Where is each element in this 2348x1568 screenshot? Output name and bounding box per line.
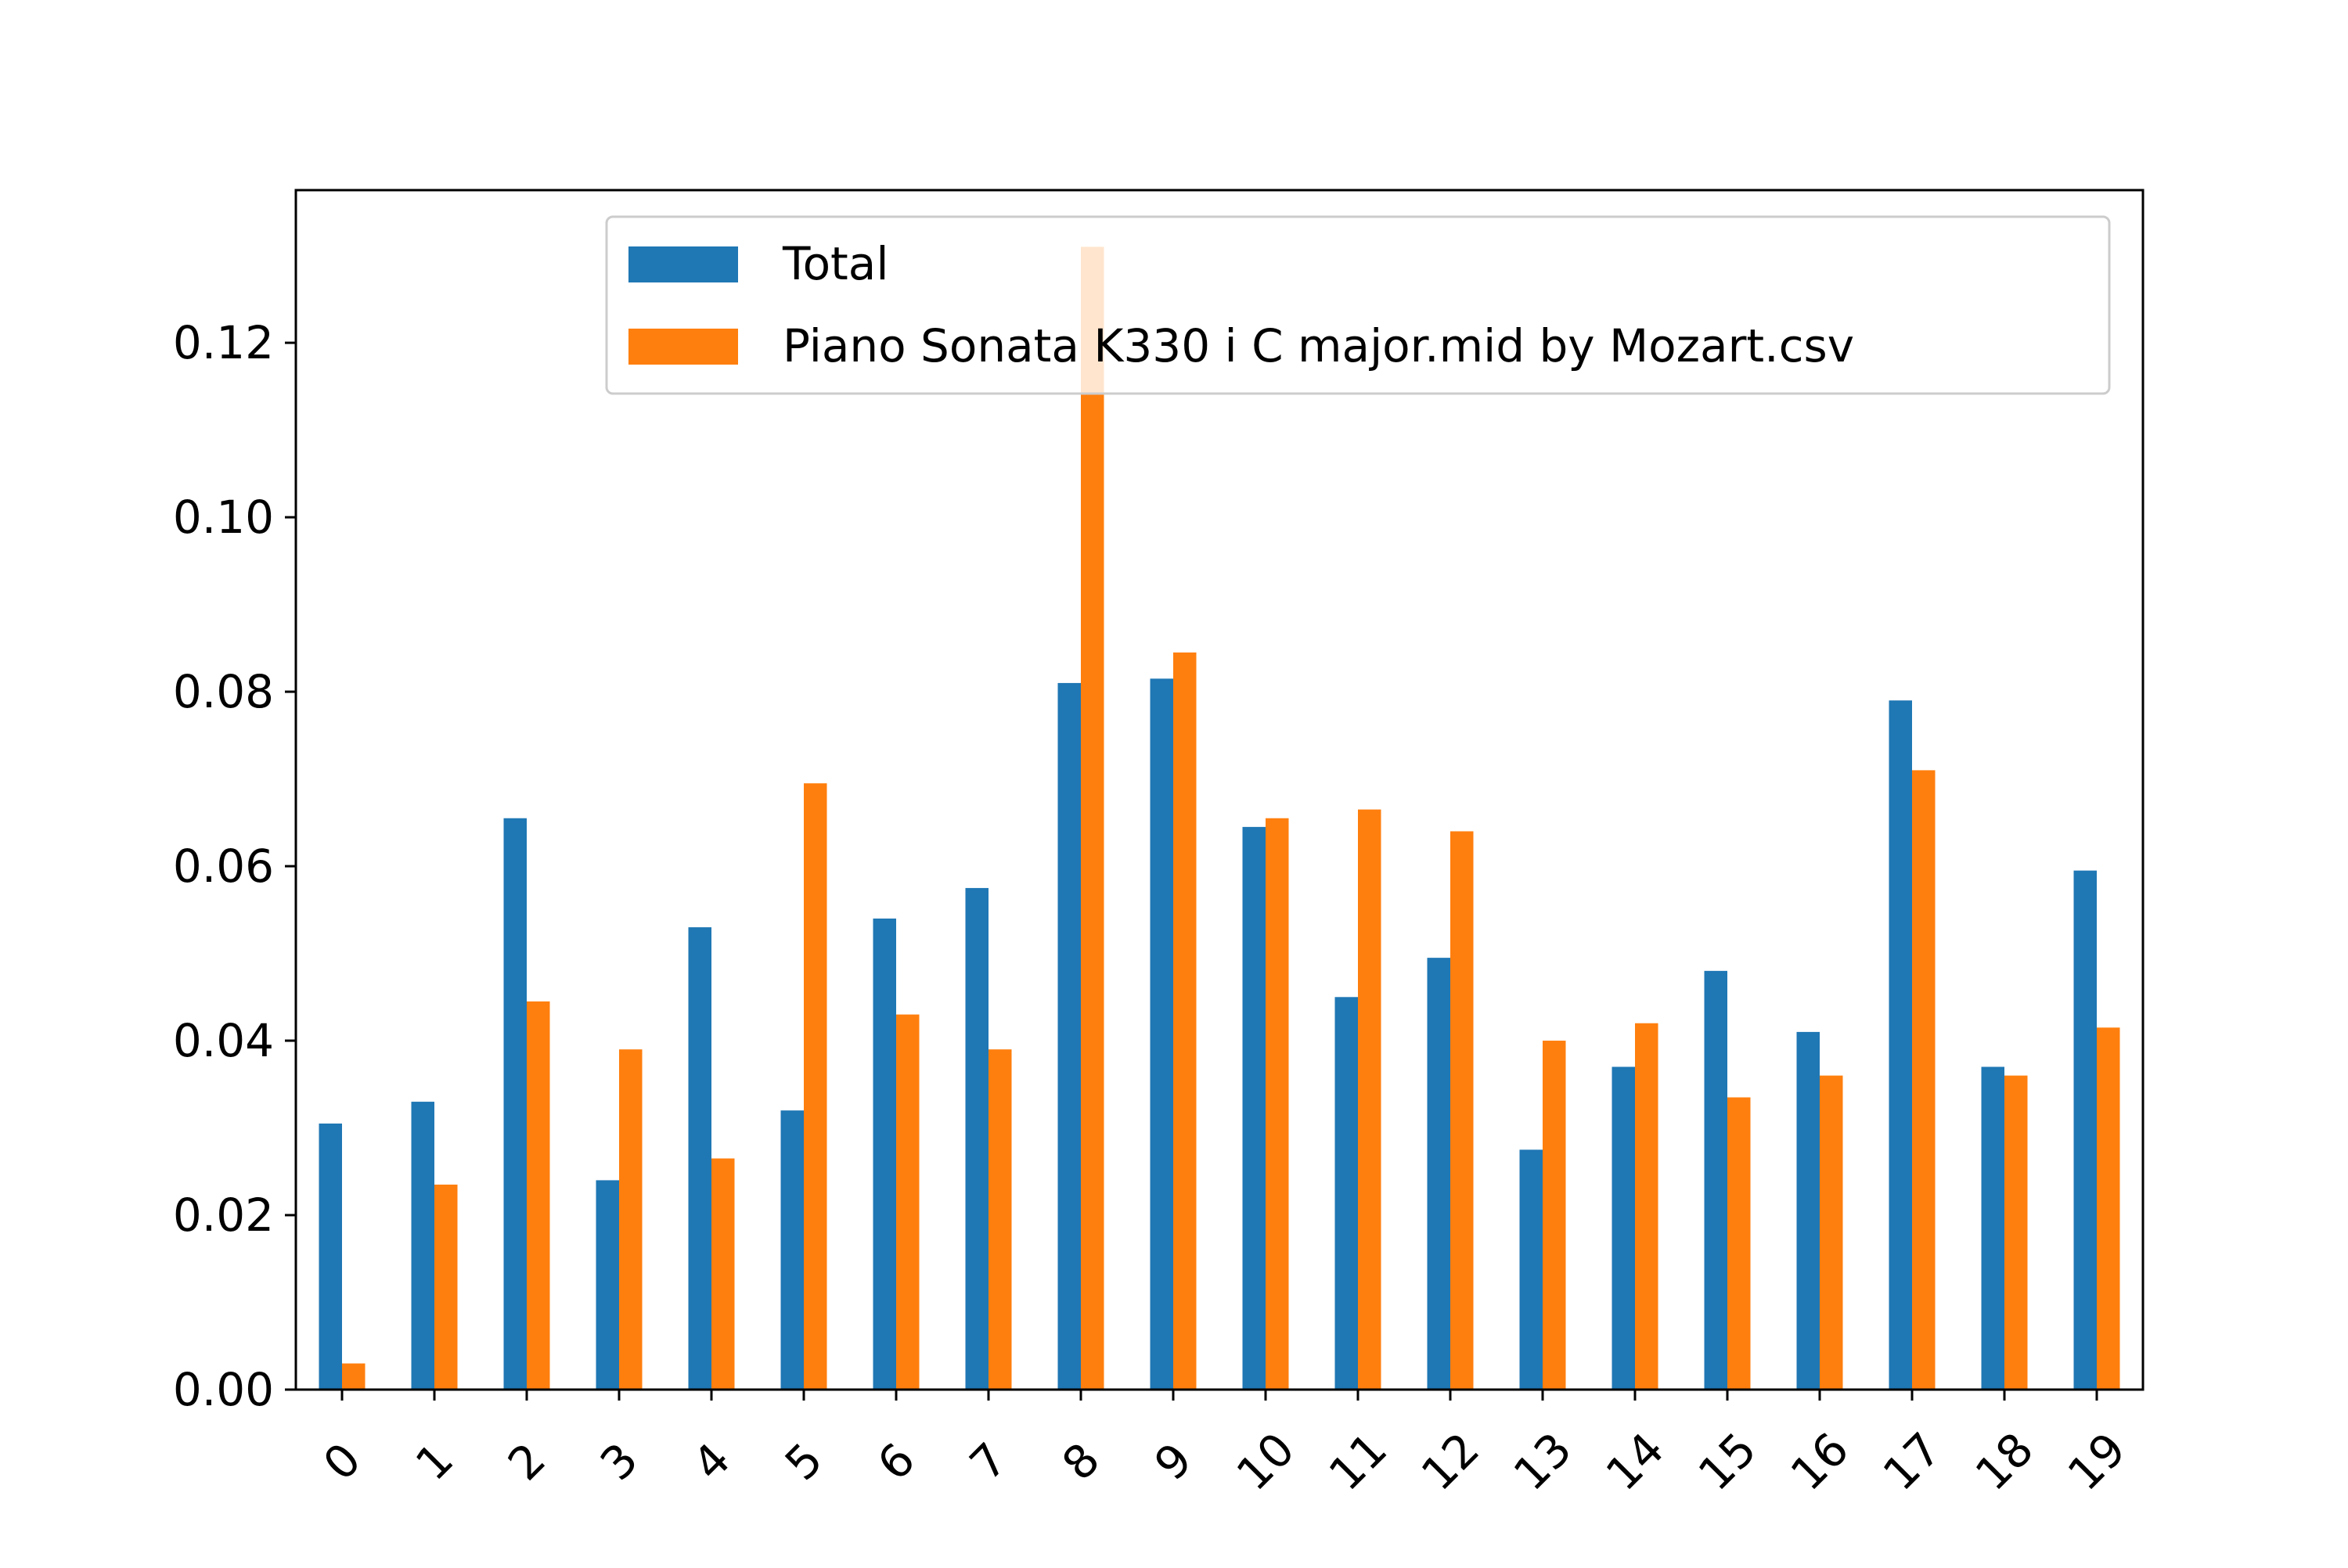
bar-series2-cat-19 [2097, 1027, 2120, 1390]
bar-series1-cat-0 [319, 1123, 342, 1390]
y-tick-label: 0.00 [173, 1363, 274, 1416]
bar-series1-cat-12 [1427, 958, 1450, 1390]
bar-series1-cat-8 [1057, 682, 1081, 1390]
bar-series1-cat-9 [1150, 678, 1173, 1390]
bar-series2-cat-18 [2004, 1075, 2028, 1390]
bar-series2-cat-5 [804, 783, 827, 1390]
bar-series1-cat-13 [1519, 1149, 1543, 1390]
bar-series2-cat-13 [1543, 1041, 1566, 1390]
bar-series1-cat-14 [1612, 1066, 1635, 1390]
legend: Total Piano Sonata K330 i C major.mid by … [605, 215, 2111, 395]
bar-series1-cat-17 [1889, 700, 1912, 1390]
bar-series2-cat-11 [1358, 809, 1381, 1390]
bar-series1-cat-19 [2073, 870, 2097, 1390]
axes-frame [294, 189, 2145, 1391]
bar-series1-cat-11 [1334, 997, 1358, 1390]
bar-series2-cat-6 [896, 1014, 920, 1390]
bar-series1-cat-15 [1704, 970, 1727, 1390]
bar-series1-cat-2 [503, 818, 527, 1390]
bar-series1-cat-1 [411, 1102, 434, 1390]
y-tick-label: 0.06 [173, 840, 274, 893]
y-tick-label: 0.02 [173, 1189, 274, 1242]
bar-series2-cat-14 [1635, 1023, 1658, 1390]
bar-series2-cat-4 [711, 1158, 735, 1390]
bar-series1-cat-18 [1981, 1066, 2004, 1390]
bar-series2-cat-0 [342, 1363, 366, 1390]
legend-box [605, 215, 2111, 395]
y-tick-label: 0.08 [173, 665, 274, 718]
bar-series2-cat-12 [1450, 831, 1474, 1390]
bar-series2-cat-15 [1727, 1097, 1751, 1390]
y-tick-label: 0.10 [173, 491, 274, 544]
plot-area [319, 246, 2120, 1390]
bar-series2-cat-2 [527, 1001, 550, 1390]
bar-series1-cat-5 [780, 1110, 804, 1390]
legend-label: Total [782, 237, 888, 290]
bar-series2-cat-1 [434, 1185, 458, 1390]
legend-label: Piano Sonata K330 i C major.mid by Mozar… [783, 319, 1854, 372]
y-tick-label: 0.04 [173, 1014, 274, 1067]
y-tick-label: 0.12 [173, 316, 274, 369]
bar-series2-cat-17 [1912, 770, 1936, 1390]
bar-series1-cat-16 [1796, 1031, 1820, 1390]
bar-series1-cat-10 [1242, 826, 1266, 1390]
bar-series2-cat-3 [619, 1049, 643, 1390]
bar-series2-cat-7 [989, 1049, 1012, 1390]
bar-series2-cat-9 [1173, 652, 1197, 1390]
legend-swatch [628, 329, 738, 365]
bar-series1-cat-3 [596, 1180, 619, 1390]
bar-series2-cat-16 [1820, 1075, 1843, 1390]
bar-series1-cat-6 [873, 918, 896, 1390]
bar-series1-cat-4 [688, 927, 711, 1390]
bar-series1-cat-7 [965, 887, 989, 1390]
bar-series2-cat-8 [1081, 246, 1104, 1390]
legend-swatch [628, 246, 738, 282]
bar-series2-cat-10 [1266, 818, 1289, 1390]
